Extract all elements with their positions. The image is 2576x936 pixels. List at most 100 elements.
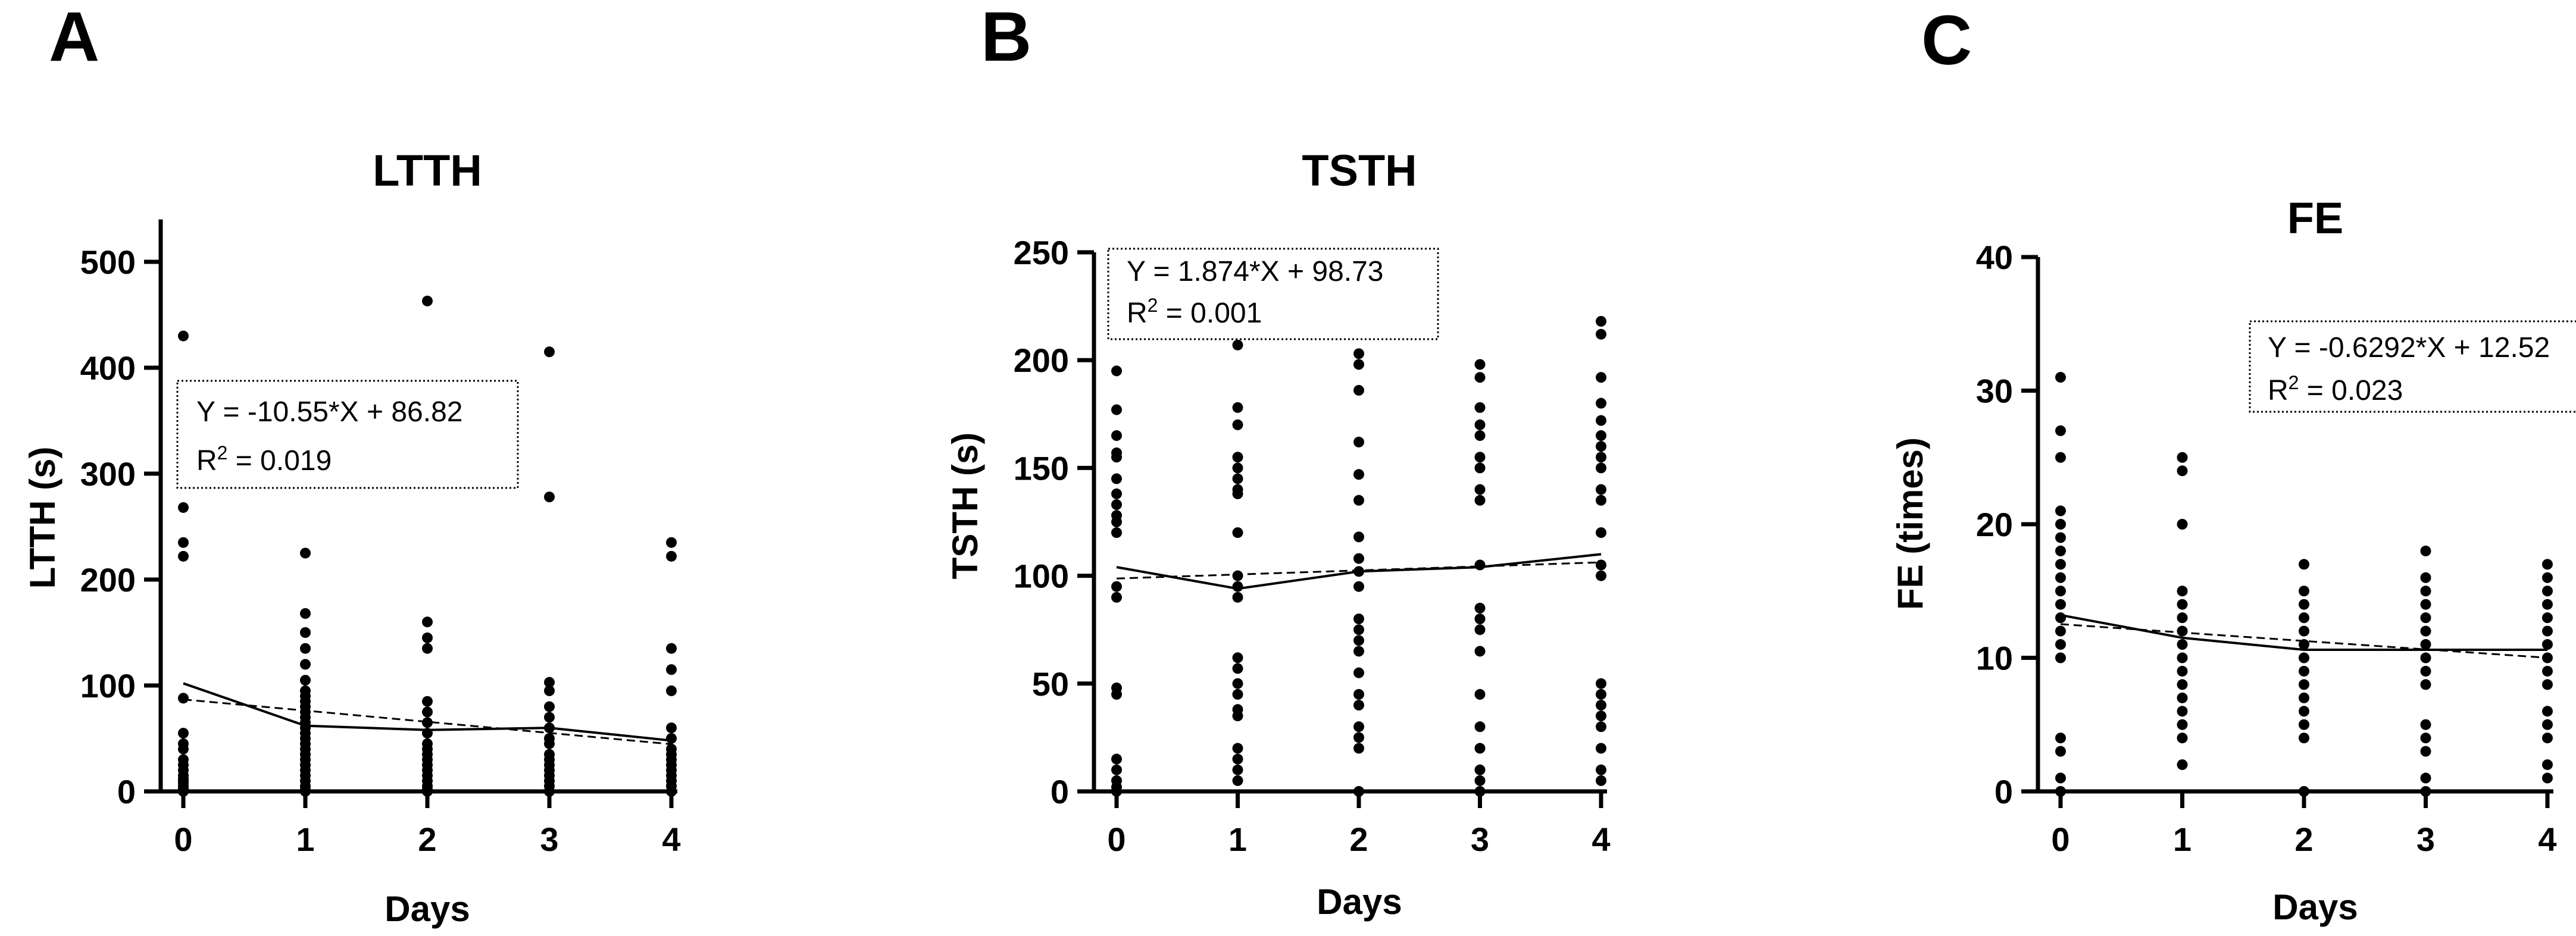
data-point-c	[2420, 679, 2431, 690]
y-tick-label-a: 500	[80, 243, 136, 281]
data-point-b	[1596, 484, 1606, 495]
data-point-b	[1111, 764, 1122, 775]
data-point-b	[1596, 678, 1606, 689]
data-point-a	[178, 786, 189, 797]
data-point-b	[1353, 743, 1364, 754]
equation-box-frame-a	[176, 380, 519, 489]
data-point-c	[2177, 452, 2188, 463]
equation-box-frame-b	[1107, 248, 1439, 340]
data-point-c	[2055, 572, 2066, 583]
data-point-b	[1353, 469, 1364, 480]
data-point-b	[1596, 527, 1606, 539]
data-point-c	[2055, 639, 2066, 650]
y-tick-label-c: 40	[1976, 239, 2013, 276]
data-point-b	[1474, 359, 1486, 370]
data-point-a	[300, 608, 311, 619]
data-point-b	[1474, 494, 1486, 506]
data-point-c	[2299, 625, 2309, 637]
data-point-c	[2542, 719, 2553, 730]
data-point-b	[1596, 743, 1606, 754]
data-point-c	[2542, 665, 2553, 677]
y-tick-label-b: 150	[1014, 449, 1069, 487]
data-point-b	[1232, 743, 1243, 754]
x-tick-label-b: 2	[1349, 821, 1368, 858]
data-point-c	[2420, 625, 2431, 637]
equation-c: Y = -0.6292*X + 12.52	[2268, 332, 2550, 364]
data-point-a	[422, 616, 433, 628]
r2-a: R2 = 0.019	[196, 442, 332, 477]
data-point-b	[1111, 404, 1122, 415]
data-point-b	[1474, 452, 1486, 463]
data-point-b	[1232, 527, 1243, 539]
data-point-b	[1232, 678, 1243, 689]
data-point-c	[2177, 586, 2188, 597]
data-point-b	[1474, 462, 1486, 474]
data-point-b	[1111, 488, 1122, 499]
data-point-b	[1474, 743, 1486, 754]
data-point-c	[2299, 679, 2309, 690]
data-point-b	[1596, 441, 1606, 452]
data-point-c	[2542, 679, 2553, 690]
data-point-b	[1596, 452, 1606, 463]
data-point-c	[2177, 625, 2188, 637]
data-point-c	[2299, 586, 2309, 597]
data-point-b	[1596, 462, 1606, 474]
r2-label-c: R	[2268, 375, 2289, 406]
data-point-c	[2177, 652, 2188, 663]
data-point-b	[1353, 348, 1364, 359]
data-point-c	[2299, 732, 2309, 744]
data-point-c	[2299, 665, 2309, 677]
y-tick-label-a: 200	[80, 561, 136, 599]
x-tick-label-c: 0	[2051, 821, 2069, 858]
equation-box-a: Y = -10.55*X + 86.82 R2 = 0.019	[176, 380, 519, 489]
data-point-a	[544, 685, 555, 696]
data-point-c	[2299, 559, 2309, 570]
data-point-a	[178, 743, 189, 755]
regression-line-c	[2060, 623, 2548, 659]
x-tick-label-a: 0	[174, 821, 192, 858]
data-point-c	[2299, 786, 2309, 797]
data-point-a	[422, 706, 433, 718]
data-point-a	[666, 550, 677, 562]
x-tick-label-c: 1	[2173, 821, 2192, 858]
data-point-c	[2055, 519, 2066, 530]
y-tick-label-b: 50	[1032, 665, 1069, 703]
data-point-b	[1353, 494, 1364, 506]
data-point-b	[1474, 430, 1486, 442]
data-point-c	[2177, 692, 2188, 703]
data-point-a	[422, 786, 433, 797]
data-point-c	[2177, 706, 2188, 717]
data-point-c	[2420, 746, 2431, 757]
chart-title-c: FE	[2287, 193, 2344, 243]
data-point-a	[300, 627, 311, 638]
r2-value-a: = 0.019	[227, 445, 332, 477]
data-point-c	[2420, 719, 2431, 730]
data-point-c	[2420, 572, 2431, 583]
data-point-a	[178, 537, 189, 548]
data-point-b	[1111, 516, 1122, 527]
data-point-b	[1353, 436, 1364, 447]
data-point-a	[422, 717, 433, 728]
x-axis-label-c: Days	[2272, 887, 2358, 927]
data-point-a	[666, 722, 677, 734]
data-point-b	[1232, 402, 1243, 413]
r2-c: R2 = 0.023	[2268, 372, 2403, 406]
data-point-b	[1353, 581, 1364, 592]
data-point-c	[2055, 505, 2066, 516]
regression-line-b	[1116, 561, 1602, 580]
data-point-b	[1232, 581, 1243, 592]
data-point-c	[2177, 732, 2188, 744]
data-point-a	[666, 664, 677, 675]
chart-title-b: TSTH	[1302, 146, 1417, 195]
data-point-a	[544, 712, 555, 723]
data-point-b	[1111, 581, 1122, 592]
y-tick-label-b: 250	[1014, 234, 1069, 271]
data-point-b	[1596, 397, 1606, 409]
data-point-c	[2177, 665, 2188, 677]
data-point-c	[2055, 372, 2066, 383]
data-point-b	[1353, 732, 1364, 743]
data-point-b	[1596, 764, 1606, 775]
data-point-a	[422, 643, 433, 654]
data-point-c	[2055, 732, 2066, 744]
data-point-c	[2542, 759, 2553, 771]
